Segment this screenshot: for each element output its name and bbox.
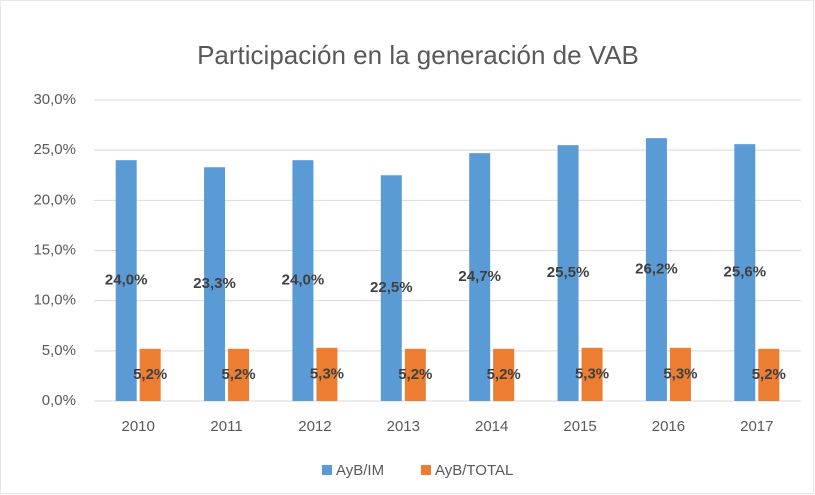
bar bbox=[645, 138, 667, 402]
legend-label: AyB/TOTAL bbox=[435, 462, 513, 479]
x-tick-label: 2014 bbox=[475, 418, 508, 435]
chart-title: Participación en la generación de VAB bbox=[197, 40, 639, 70]
value-label: 24,0% bbox=[105, 272, 148, 289]
bar bbox=[228, 348, 250, 401]
x-tick-label: 2013 bbox=[387, 418, 420, 435]
value-label: 5,2% bbox=[221, 366, 255, 383]
x-tick-label: 2011 bbox=[210, 418, 242, 435]
value-label: 24,0% bbox=[282, 272, 325, 289]
x-tick-label: 2012 bbox=[298, 418, 331, 435]
bar bbox=[758, 348, 780, 401]
bar bbox=[404, 348, 426, 401]
y-tick-label: 15,0% bbox=[33, 241, 76, 258]
value-label: 5,3% bbox=[310, 365, 344, 382]
x-tick-label: 2010 bbox=[122, 418, 155, 435]
value-label: 25,5% bbox=[547, 264, 590, 281]
bar bbox=[734, 144, 756, 401]
bar bbox=[292, 160, 314, 401]
bar bbox=[469, 153, 491, 401]
y-tick-label: 0,0% bbox=[42, 392, 76, 409]
bar bbox=[380, 175, 402, 401]
y-tick-label: 10,0% bbox=[33, 292, 76, 309]
legend-swatch bbox=[322, 465, 332, 475]
legend-label: AyB/IM bbox=[336, 462, 384, 479]
value-label: 5,2% bbox=[487, 366, 521, 383]
legend-swatch bbox=[421, 465, 431, 475]
bar bbox=[139, 348, 161, 401]
y-tick-label: 5,0% bbox=[42, 342, 76, 359]
y-tick-label: 20,0% bbox=[33, 191, 76, 208]
y-tick-label: 30,0% bbox=[33, 91, 76, 108]
bar bbox=[669, 347, 691, 401]
y-tick-label: 25,0% bbox=[33, 141, 76, 158]
x-tick-label: 2016 bbox=[652, 418, 685, 435]
value-label: 5,2% bbox=[398, 366, 432, 383]
value-label: 5,2% bbox=[752, 366, 786, 383]
value-label: 5,3% bbox=[575, 365, 609, 382]
value-label: 22,5% bbox=[370, 279, 413, 296]
value-label: 25,6% bbox=[724, 264, 767, 281]
bar bbox=[581, 347, 603, 401]
bar bbox=[493, 348, 515, 401]
bar bbox=[557, 145, 579, 401]
value-label: 24,7% bbox=[458, 268, 501, 285]
value-label: 5,2% bbox=[133, 366, 167, 383]
bar bbox=[115, 160, 137, 401]
value-label: 26,2% bbox=[635, 261, 678, 278]
bar bbox=[204, 167, 226, 401]
x-tick-label: 2017 bbox=[740, 418, 773, 435]
bar bbox=[316, 347, 338, 401]
value-label: 5,3% bbox=[663, 365, 697, 382]
x-tick-label: 2015 bbox=[563, 418, 596, 435]
value-label: 23,3% bbox=[193, 275, 236, 292]
